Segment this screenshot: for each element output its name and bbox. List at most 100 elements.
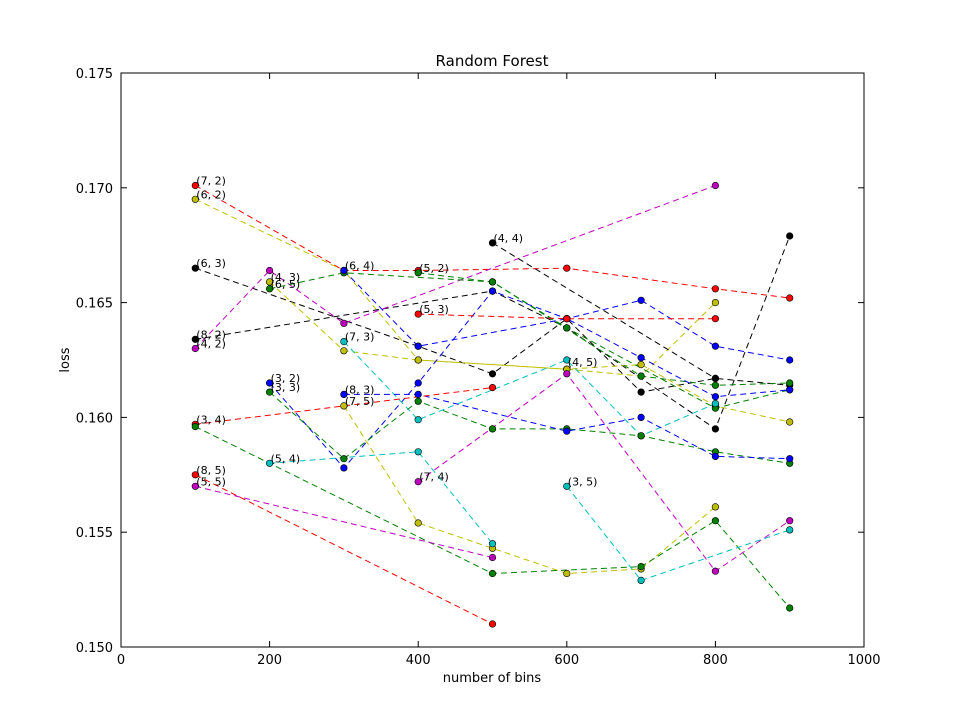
annotation-label: (8, 5) bbox=[196, 464, 226, 477]
series-line-4 bbox=[194, 185, 716, 349]
chart-title: Random Forest bbox=[436, 52, 549, 70]
data-point-4-2 bbox=[340, 319, 348, 327]
data-point-13-3 bbox=[637, 413, 645, 422]
data-point-19-0 bbox=[414, 478, 422, 486]
data-point-13-2 bbox=[563, 427, 571, 435]
data-point-12-3 bbox=[488, 425, 497, 433]
annotation-label: (3, 3) bbox=[271, 381, 301, 394]
data-point-19-2 bbox=[711, 567, 720, 575]
data-point-7-3 bbox=[711, 381, 720, 389]
annotation-label: (7, 5) bbox=[345, 395, 375, 408]
data-point-3-4 bbox=[786, 232, 794, 240]
data-point-11-0 bbox=[340, 338, 348, 346]
data-point-8-7 bbox=[786, 356, 794, 364]
data-point-22-2 bbox=[786, 526, 794, 534]
data-point-2-4 bbox=[637, 388, 645, 396]
annotation-label: (7, 3) bbox=[345, 331, 375, 344]
data-point-7-1 bbox=[488, 278, 497, 286]
data-point-3-0 bbox=[191, 335, 199, 343]
data-point-4-3 bbox=[711, 181, 720, 190]
data-point-9-3 bbox=[637, 354, 645, 362]
point-annotations: (7, 2)(6, 2) (6, 3) (8, 2)(4, 2) (3, 4) (8, … bbox=[196, 175, 597, 489]
data-point-14-3 bbox=[563, 569, 571, 578]
annotation-label: (3, 2) bbox=[271, 372, 301, 385]
data-point-22-0 bbox=[563, 482, 571, 490]
data-point-17-4 bbox=[786, 604, 794, 612]
data-point-13-5 bbox=[786, 455, 794, 463]
annotation-label: (4, 4) bbox=[494, 232, 524, 245]
annotation-label: (6, 5) bbox=[271, 278, 301, 291]
data-point-12-2 bbox=[414, 397, 422, 405]
data-point-4-1 bbox=[266, 266, 274, 275]
series-line-20 bbox=[195, 474, 493, 625]
data-point-19-1 bbox=[563, 370, 571, 378]
series-line-21 bbox=[195, 485, 493, 558]
annotation-label: (8, 3) bbox=[345, 383, 375, 396]
annotation-label: (6, 2) bbox=[196, 188, 226, 201]
data-point-16-0 bbox=[488, 239, 497, 247]
data-point-17-1 bbox=[488, 569, 497, 578]
data-point-7-4 bbox=[786, 379, 794, 387]
annotation-label: (3, 4) bbox=[196, 413, 226, 426]
series-line-8 bbox=[269, 290, 790, 469]
series-line-22 bbox=[566, 485, 790, 581]
data-point-14-5 bbox=[711, 503, 720, 511]
data-point-21-0 bbox=[191, 482, 199, 490]
data-point-15-1 bbox=[488, 384, 497, 392]
data-point-0-0 bbox=[191, 181, 199, 190]
data-point-22-1 bbox=[637, 576, 645, 585]
data-point-9-5 bbox=[786, 386, 794, 394]
plot-frame bbox=[120, 72, 865, 648]
series-line-13 bbox=[343, 393, 790, 460]
y-tick-label: 0.155 bbox=[76, 526, 113, 541]
data-point-13-4 bbox=[711, 452, 720, 461]
data-point-11-2 bbox=[563, 356, 571, 364]
annotation-label: (6, 4) bbox=[345, 260, 375, 273]
data-point-7-0 bbox=[414, 269, 422, 277]
data-point-11-4 bbox=[711, 400, 720, 408]
data-point-18-1 bbox=[414, 448, 422, 456]
data-point-20-0 bbox=[191, 471, 199, 479]
y-tick-label: 0.160 bbox=[76, 411, 113, 426]
data-point-10-1 bbox=[563, 315, 571, 323]
data-point-6-3 bbox=[563, 324, 571, 332]
data-point-0-3 bbox=[563, 264, 571, 272]
data-point-5-4 bbox=[637, 361, 645, 369]
data-point-13-1 bbox=[414, 390, 422, 399]
data-point-0-5 bbox=[786, 294, 794, 302]
series-line-0 bbox=[195, 185, 790, 299]
data-point-2-2 bbox=[488, 370, 497, 378]
x-tick-label: 800 bbox=[703, 653, 728, 668]
data-point-9-4 bbox=[711, 393, 720, 401]
series-line-14 bbox=[343, 405, 716, 575]
data-point-17-3 bbox=[711, 517, 720, 525]
x-axis-label: number of bins bbox=[443, 671, 542, 686]
series-line-11 bbox=[343, 341, 716, 437]
data-point-21-1 bbox=[488, 553, 497, 562]
data-point-1-0 bbox=[191, 195, 199, 203]
data-point-4-0 bbox=[191, 344, 199, 353]
y-axis-ticks: 0.150 0.155 0.160 0.165 0.170 0.175 bbox=[76, 67, 864, 656]
series-line-16 bbox=[492, 242, 716, 379]
annotation-label: (3, 5) bbox=[568, 475, 598, 488]
annotation-label: (4, 3) bbox=[271, 271, 301, 284]
data-point-13-0 bbox=[340, 390, 348, 399]
data-point-8-6 bbox=[711, 342, 720, 350]
data-point-9-0 bbox=[340, 266, 348, 275]
annotation-label: (7, 2) bbox=[196, 175, 226, 188]
data-point-19-3 bbox=[786, 517, 794, 525]
data-point-5-2 bbox=[414, 356, 422, 364]
y-tick-label: 0.175 bbox=[76, 67, 113, 82]
series-line-6 bbox=[269, 272, 790, 409]
data-point-14-1 bbox=[414, 519, 422, 527]
data-point-6-0 bbox=[266, 285, 274, 293]
data-point-5-6 bbox=[786, 418, 794, 426]
y-tick-label: 0.150 bbox=[76, 641, 113, 656]
annotation-label: (7, 4) bbox=[419, 471, 449, 484]
data-point-2-0 bbox=[191, 264, 199, 272]
y-tick-label: 0.170 bbox=[76, 182, 113, 197]
series-line-12 bbox=[269, 391, 790, 464]
x-axis-ticks: 0 200 400 600 800 1000 bbox=[117, 73, 881, 668]
data-point-11-1 bbox=[414, 416, 422, 424]
data-point-1-5 bbox=[711, 299, 720, 307]
